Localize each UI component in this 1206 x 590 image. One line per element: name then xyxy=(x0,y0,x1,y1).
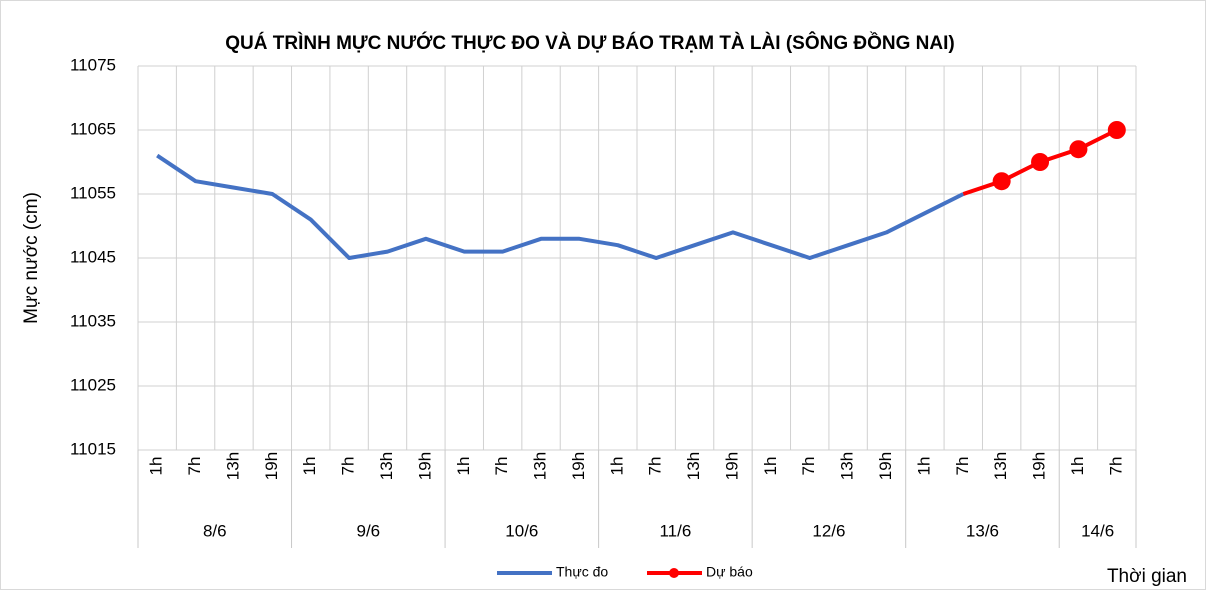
x-tick-label: 13h xyxy=(838,452,857,480)
x-tick-label: 19h xyxy=(876,452,895,480)
y-tick-label: 11075 xyxy=(70,55,116,74)
y-tick-label: 11065 xyxy=(70,119,116,138)
x-tick-label: 7h xyxy=(953,457,972,476)
x-tick-label: 7h xyxy=(799,457,818,476)
x-tick-label: 1h xyxy=(761,457,780,476)
point-marker xyxy=(1107,121,1126,139)
y-tick-label: 11035 xyxy=(70,311,116,330)
legend-marker xyxy=(669,568,679,578)
x-tick-label: 1h xyxy=(454,457,473,476)
y-tick-label: 11055 xyxy=(70,183,116,202)
x-tick-label: 1h xyxy=(1068,457,1087,476)
y-tick-label: 11045 xyxy=(70,247,116,266)
legend-label: Dự báo xyxy=(706,564,753,580)
x-tick-label: 19h xyxy=(1030,452,1049,480)
x-tick-label: 19h xyxy=(722,452,741,480)
series-line xyxy=(156,153,965,260)
x-tick-label: 19h xyxy=(569,452,588,480)
x-group-label: 10/6 xyxy=(505,521,538,540)
point-marker xyxy=(992,172,1011,191)
x-tick-label: 13h xyxy=(531,452,550,480)
x-tick-label: 13h xyxy=(223,452,242,480)
x-group-label: 9/6 xyxy=(356,521,380,540)
point-marker xyxy=(1069,140,1088,159)
x-tick-label: 19h xyxy=(415,452,434,480)
x-tick-label: 7h xyxy=(1106,457,1125,476)
x-tick-label: 7h xyxy=(185,457,204,476)
x-tick-label: 1h xyxy=(147,457,166,476)
chart-title: QUÁ TRÌNH MỰC NƯỚC THỰC ĐO VÀ DỰ BÁO TRẠ… xyxy=(225,32,954,54)
x-tick-label: 1h xyxy=(300,457,319,476)
x-tick-label: 1h xyxy=(607,457,626,476)
x-tick-label: 13h xyxy=(377,452,396,480)
x-tick-label: 13h xyxy=(684,452,703,480)
x-group-label: 11/6 xyxy=(659,521,691,540)
point-marker xyxy=(1031,153,1050,171)
y-tick-label: 11015 xyxy=(70,439,116,458)
x-tick-label: 7h xyxy=(339,457,358,476)
x-group-label: 14/6 xyxy=(1081,521,1114,540)
x-tick-label: 1h xyxy=(914,457,933,476)
x-tick-label: 19h xyxy=(262,452,281,480)
x-group-label: 13/6 xyxy=(966,521,999,540)
x-tick-label: 7h xyxy=(646,457,665,476)
x-tick-label: 13h xyxy=(991,452,1010,480)
legend-label: Thực đo xyxy=(556,564,608,580)
y-axis-label: Mực nước (cm) xyxy=(21,192,42,324)
x-axis-label: Thời gian xyxy=(1107,566,1187,587)
x-group-label: 8/6 xyxy=(203,521,227,540)
x-tick-label: 7h xyxy=(492,457,511,476)
x-group-label: 12/6 xyxy=(812,521,845,540)
y-tick-label: 11025 xyxy=(70,375,116,394)
